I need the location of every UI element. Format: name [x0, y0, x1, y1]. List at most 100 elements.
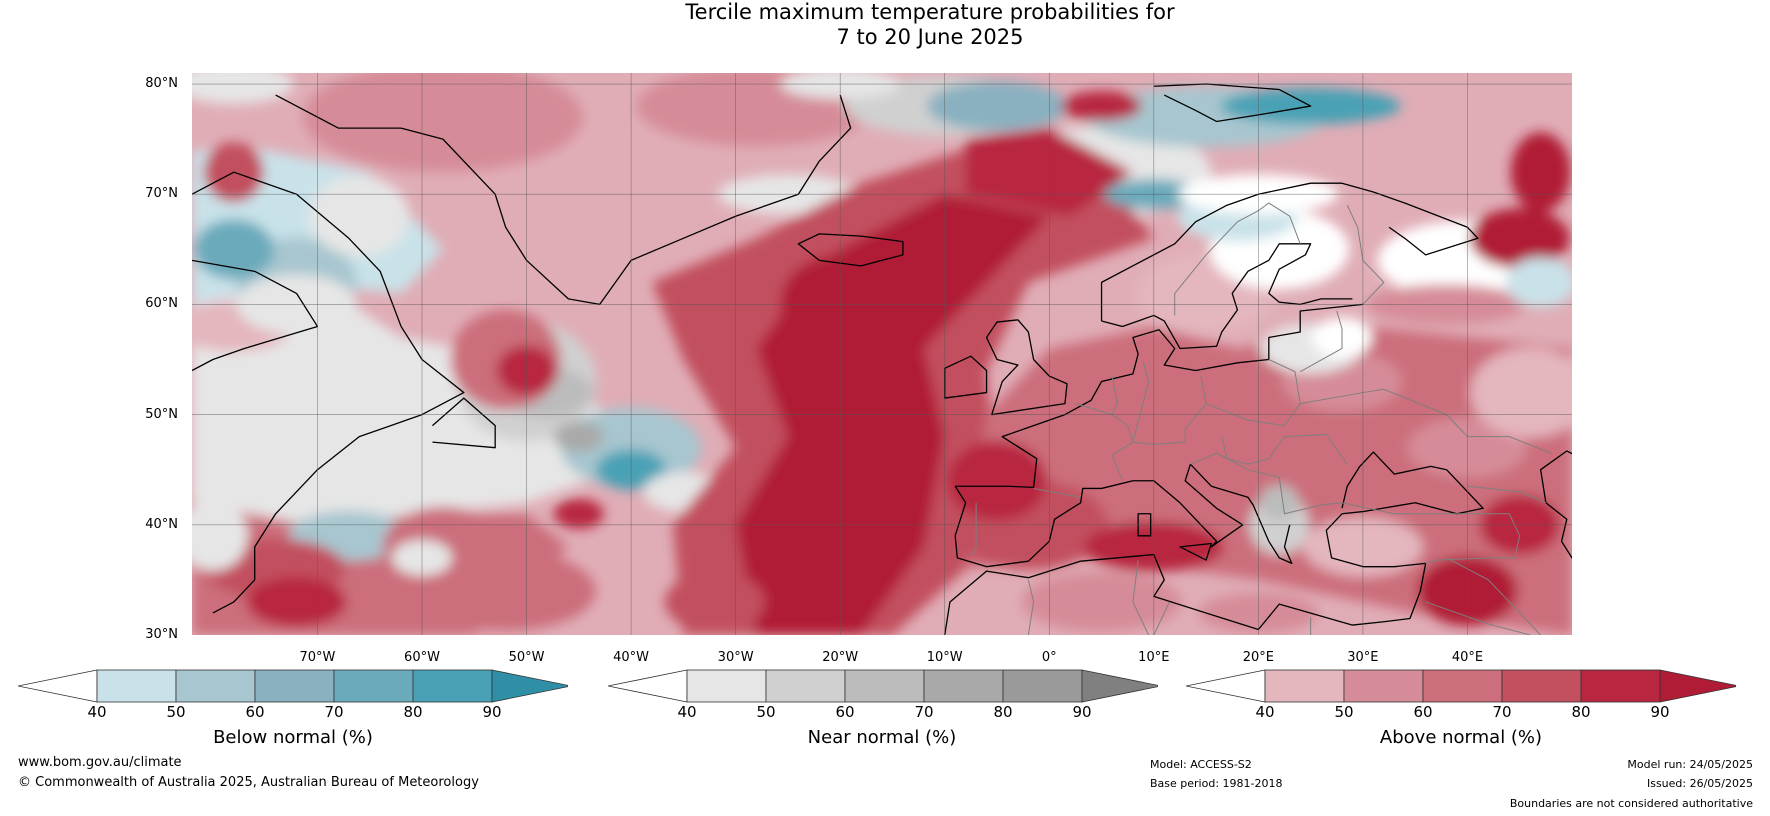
- colorbar-below-normal: [17, 668, 572, 710]
- colorbar-near-graphic: [607, 669, 1162, 703]
- east-med-coast: [944, 451, 1484, 635]
- britain-coast: [985, 319, 1068, 416]
- longitude-label: 30°W: [717, 650, 754, 665]
- footer-model-run: Model run: 24/05/2025: [1627, 758, 1753, 771]
- colorbar-segment: [333, 669, 414, 703]
- colorbar-near-label: Near normal (%): [807, 727, 957, 748]
- map-canvas: [192, 73, 1572, 635]
- border-line: [1467, 485, 1547, 504]
- above-normal-region: [1114, 357, 1235, 428]
- above-normal-region: [246, 576, 347, 627]
- colorbar-high-extension: [1081, 669, 1162, 703]
- greenland-coast: [275, 94, 852, 306]
- border-line: [1075, 403, 1134, 481]
- border-line: [1299, 310, 1343, 373]
- border-line: [1132, 560, 1150, 635]
- longitude-label: 0°: [1041, 650, 1057, 665]
- colorbar-tick-label: 50: [1334, 703, 1354, 721]
- colorbar-tick-label: 60: [245, 703, 265, 721]
- sicily-coast: [1179, 542, 1212, 561]
- colorbar-above-label: Above normal (%): [1379, 727, 1543, 748]
- newfoundland-coast: [432, 397, 496, 449]
- colorbar-segment: [1343, 669, 1424, 703]
- border-line: [1033, 487, 1081, 498]
- colorbar-tick-label: 40: [87, 703, 107, 721]
- colorbar-tick-label: 70: [324, 703, 344, 721]
- colorbar-near-normal: [607, 668, 1162, 710]
- colorbar-segment: [686, 669, 767, 703]
- longitude-label: 50°W: [508, 650, 545, 665]
- longitude-label: 40°E: [1451, 650, 1484, 665]
- footer-issued: Issued: 26/05/2025: [1646, 777, 1753, 790]
- border-line: [1425, 601, 1531, 635]
- colorbar-above-normal: [1185, 668, 1740, 710]
- iceland-coast: [797, 233, 904, 267]
- caspian-coast: [1539, 450, 1572, 559]
- colorbar-segment: [1580, 669, 1661, 703]
- longitude-label: 20°W: [822, 650, 859, 665]
- above-normal-region: [415, 550, 596, 631]
- border-line: [1132, 361, 1207, 445]
- colorbar-segment: [1501, 669, 1582, 703]
- colorbar-high-extension: [491, 669, 572, 703]
- above-normal-region: [302, 73, 583, 173]
- colorbar-below-graphic: [17, 669, 572, 703]
- graticule: [192, 73, 1572, 635]
- above-normal-region: [1470, 347, 1572, 438]
- border-line: [1300, 388, 1468, 437]
- colorbar-tick-label: 50: [166, 703, 186, 721]
- near-normal-region: [192, 282, 611, 525]
- colorbar-tick-label: 40: [1255, 703, 1275, 721]
- sardinia-coast: [1137, 513, 1152, 537]
- border-line: [1467, 436, 1552, 454]
- latitude-label: 80°N: [145, 76, 178, 92]
- chart-title: Tercile maximum temperature probabilitie…: [0, 0, 1770, 50]
- near-normal-region: [309, 176, 410, 257]
- colorbar-segment: [844, 669, 925, 703]
- above-normal-region: [1469, 208, 1570, 269]
- footer-base-period: Base period: 1981-2018: [1150, 777, 1283, 790]
- border-line: [1027, 579, 1035, 635]
- longitude-label: 20°E: [1242, 650, 1274, 665]
- longitude-label: 10°W: [926, 650, 963, 665]
- above-normal-region: [664, 571, 765, 632]
- norway-coast: [1100, 182, 1479, 321]
- latitude-label: 60°N: [145, 296, 178, 312]
- colorbar-tick-label: 50: [756, 703, 776, 721]
- latitude-label: 70°N: [145, 186, 178, 202]
- colorbar-tick-label: 60: [835, 703, 855, 721]
- above-normal-region: [553, 498, 604, 529]
- longitude-label: 60°W: [404, 650, 440, 665]
- above-normal-region: [1061, 91, 1142, 122]
- colorbar-tick-label: 90: [482, 703, 502, 721]
- longitude-label: 30°E: [1347, 650, 1379, 665]
- footer-disclaimer: Boundaries are not considered authoritat…: [1509, 797, 1753, 810]
- longitude-label: 70°W: [299, 650, 336, 665]
- colorbar-segment: [96, 669, 177, 703]
- colorbar-segment: [1422, 669, 1503, 703]
- near-normal-region: [192, 73, 294, 105]
- near-normal-region: [192, 500, 248, 571]
- footer-model: Model: ACCESS-S2: [1150, 758, 1252, 771]
- border-line: [1153, 601, 1170, 635]
- border-line: [970, 502, 977, 556]
- colorbar-high-extension: [1659, 669, 1740, 703]
- colorbar-segment: [765, 669, 846, 703]
- longitude-label: 10°E: [1138, 650, 1170, 665]
- colorbar-segment: [175, 669, 256, 703]
- colorbar-low-extension: [1185, 669, 1266, 703]
- border-line: [1284, 433, 1348, 465]
- above-normal-region: [1021, 571, 1182, 632]
- colorbar-tick-label: 80: [1571, 703, 1591, 721]
- latitude-label: 40°N: [145, 516, 178, 532]
- north-europe-coast: [955, 303, 1363, 488]
- colorbar-low-extension: [607, 669, 688, 703]
- border-line: [1111, 375, 1118, 415]
- colorbar-segment: [1264, 669, 1345, 703]
- colorbar-segment: [412, 669, 493, 703]
- below-normal-region: [1505, 257, 1572, 308]
- above-normal-region: [1510, 132, 1571, 213]
- above-normal-region: [947, 440, 1047, 521]
- probability-map: [192, 73, 1572, 635]
- below-normal-region: [927, 81, 1067, 132]
